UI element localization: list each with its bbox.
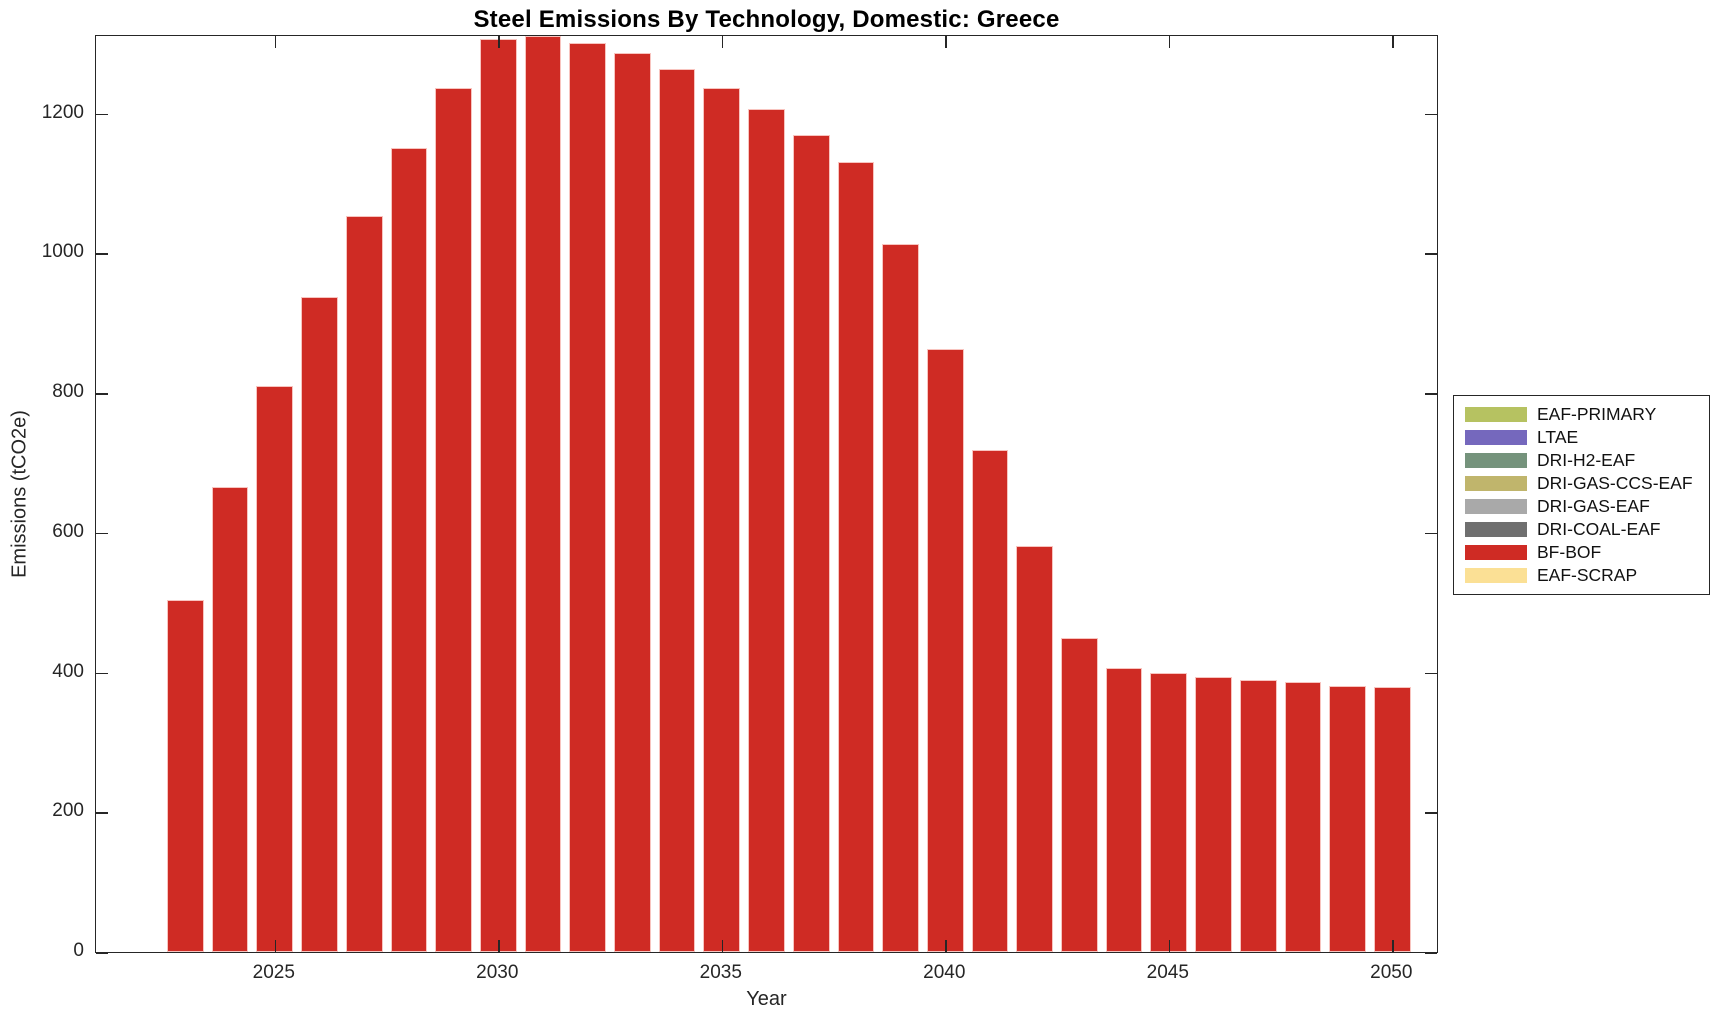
y-tick-mark: [96, 393, 108, 395]
legend-swatch-eaf-scrap: [1465, 568, 1527, 583]
bar-2030: [479, 38, 517, 952]
plot-area: [95, 35, 1438, 954]
x-tick-label-2035: 2035: [699, 962, 742, 983]
y-tick-mark: [1425, 532, 1437, 535]
x-tick-mark: [945, 940, 947, 952]
y-tick-mark: [1425, 113, 1437, 116]
y-tick-mark: [96, 672, 108, 675]
x-tick-mark: [945, 36, 947, 48]
y-tick-label-1000: 1000: [41, 241, 84, 263]
y-tick-label-0: 0: [73, 940, 84, 961]
y-tick-label-600: 600: [52, 520, 84, 542]
bar-2049: [1329, 685, 1366, 952]
bar-2029: [435, 87, 472, 952]
x-tick-mark: [721, 36, 724, 48]
x-axis-label: Year: [746, 988, 787, 1010]
y-tick-mark: [96, 532, 108, 535]
legend-label: EAF-SCRAP: [1537, 565, 1638, 585]
legend-swatch-dri-coal-eaf: [1465, 522, 1527, 537]
bar-2035: [703, 87, 741, 952]
bar-2024: [211, 486, 249, 952]
bar-2038: [837, 162, 875, 952]
y-tick-mark: [1425, 393, 1437, 395]
y-tick-mark: [96, 253, 108, 255]
y-tick-mark: [1425, 672, 1437, 675]
bar-2023: [167, 599, 204, 952]
x-tick-mark: [1392, 940, 1394, 952]
bar-2046: [1195, 676, 1232, 952]
legend-entry-eaf-scrap: EAF-SCRAP: [1465, 565, 1703, 586]
y-tick-label-1200: 1200: [41, 101, 84, 123]
legend-swatch-bf-bof: [1465, 545, 1527, 560]
legend-entry-dri-h2-eaf: DRI-H2-EAF: [1465, 450, 1703, 471]
legend-swatch-eaf-primary: [1465, 407, 1527, 422]
legend-entry-ltae: LTAE: [1465, 427, 1703, 448]
y-tick-label-800: 800: [52, 381, 84, 403]
x-tick-mark: [498, 940, 500, 952]
bar-2041: [971, 449, 1009, 952]
legend-swatch-ltae: [1465, 430, 1527, 445]
x-tick-label-2040: 2040: [923, 962, 966, 983]
bar-2048: [1284, 682, 1322, 952]
x-tick-label-2030: 2030: [476, 962, 519, 983]
x-tick-label-2045: 2045: [1146, 962, 1189, 983]
y-tick-mark: [1425, 253, 1437, 255]
bar-2028: [390, 147, 428, 952]
legend-label: LTAE: [1537, 427, 1579, 447]
y-tick-mark: [96, 952, 108, 954]
bar-2037: [792, 134, 830, 952]
bar-2025: [256, 386, 294, 952]
x-tick-mark: [274, 940, 277, 952]
y-axis-label: Emissions (tCO2e): [8, 410, 31, 578]
bar-2044: [1105, 668, 1143, 952]
bar-2043: [1061, 637, 1098, 952]
legend-swatch-dri-h2-eaf: [1465, 453, 1527, 468]
legend-swatch-dri-gas-eaf: [1465, 499, 1527, 514]
bar-2036: [748, 109, 785, 952]
bar-2033: [614, 53, 651, 952]
y-tick-mark: [1425, 952, 1437, 954]
y-tick-mark: [96, 812, 108, 814]
legend-entry-bf-bof: BF-BOF: [1465, 542, 1703, 563]
bar-2031: [524, 36, 562, 952]
legend-label: EAF-PRIMARY: [1537, 404, 1657, 424]
bar-2039: [882, 244, 919, 952]
y-tick-mark: [96, 113, 108, 116]
legend-entry-dri-coal-eaf: DRI-COAL-EAF: [1465, 519, 1703, 540]
x-tick-mark: [1392, 36, 1394, 48]
bar-2040: [926, 349, 964, 952]
y-tick-label-200: 200: [52, 800, 84, 822]
legend-entry-dri-gas-eaf: DRI-GAS-EAF: [1465, 496, 1703, 517]
x-tick-mark: [498, 36, 500, 48]
bar-2050: [1373, 687, 1411, 952]
x-tick-mark: [1168, 940, 1171, 952]
bar-2047: [1239, 679, 1277, 952]
bar-2034: [658, 68, 696, 952]
x-tick-label-2050: 2050: [1370, 962, 1413, 983]
legend-label: BF-BOF: [1537, 542, 1602, 562]
legend-entry-dri-gas-ccs-eaf: DRI-GAS-CCS-EAF: [1465, 473, 1703, 494]
bar-2045: [1150, 672, 1188, 952]
bar-2032: [569, 43, 606, 952]
chart-title: Steel Emissions By Technology, Domestic:…: [473, 6, 1060, 33]
y-tick-mark: [1425, 812, 1437, 814]
bar-2042: [1016, 546, 1053, 952]
legend: EAF-PRIMARY LTAE DRI-H2-EAF DRI-GAS-CCS-EAF…: [1453, 395, 1710, 595]
x-tick-mark: [274, 36, 277, 48]
legend-swatch-dri-gas-ccs-eaf: [1465, 476, 1527, 491]
x-tick-label-2025: 2025: [252, 962, 295, 983]
y-tick-label-400: 400: [52, 660, 84, 682]
bar-2027: [345, 215, 383, 952]
legend-label: DRI-H2-EAF: [1537, 450, 1636, 470]
legend-label: DRI-GAS-EAF: [1537, 496, 1650, 516]
x-tick-mark: [721, 940, 724, 952]
legend-entry-eaf-primary: EAF-PRIMARY: [1465, 404, 1703, 425]
bar-2026: [301, 297, 338, 952]
legend-label: DRI-COAL-EAF: [1537, 519, 1661, 539]
legend-label: DRI-GAS-CCS-EAF: [1537, 473, 1693, 493]
x-tick-mark: [1168, 36, 1171, 48]
